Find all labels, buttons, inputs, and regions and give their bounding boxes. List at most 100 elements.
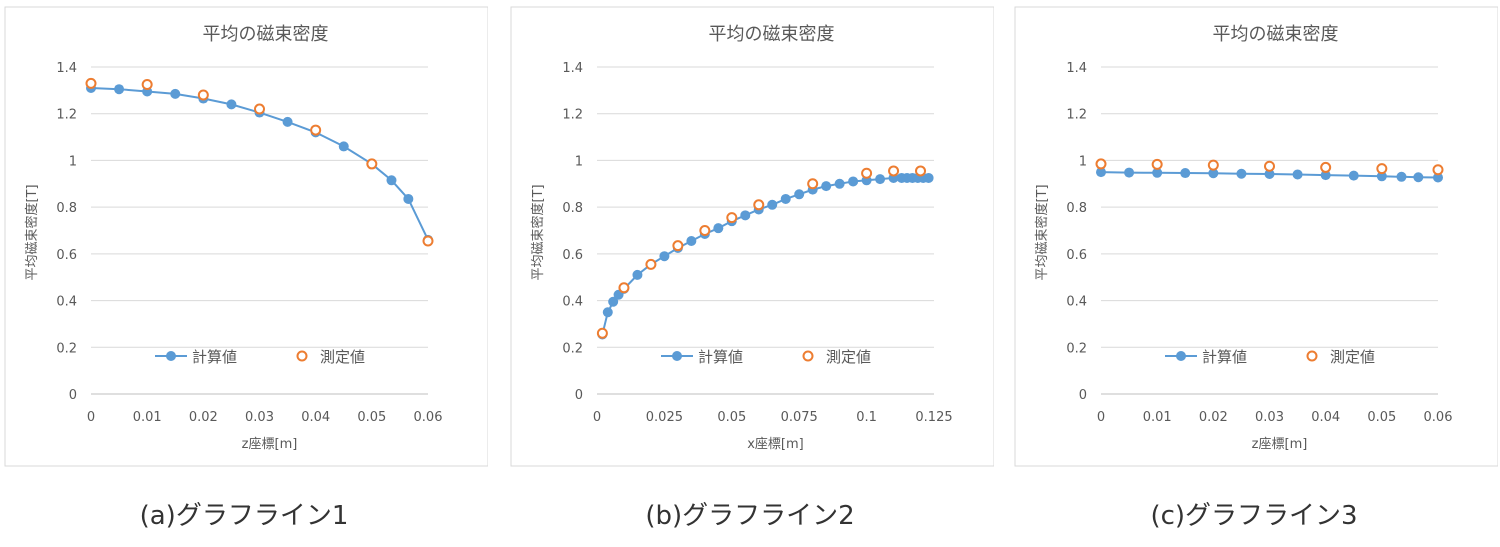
- chart-frame: [1014, 6, 1498, 467]
- data-point-calculated: [1320, 170, 1331, 181]
- data-point-measured: [915, 165, 927, 177]
- data-point-measured: [726, 212, 738, 224]
- data-point-measured: [1264, 160, 1275, 172]
- data-point-calculated: [713, 223, 724, 234]
- data-point-measured: [807, 178, 819, 190]
- x-tick-label: 0.03: [245, 410, 274, 425]
- x-axis-title: x座標[m]: [747, 437, 804, 452]
- x-tick-label: 0.05: [1367, 410, 1396, 425]
- chart-panel-a: 平均の磁束密度 0 0.2 0.4 0.6 0.8 1 1.2 1.4 0 0.01 0.02 0.03…: [0, 0, 488, 547]
- legend-label-measured: 測定値: [1330, 348, 1375, 366]
- y-tick-label: 0.8: [56, 201, 77, 216]
- data-point-measured: [753, 199, 765, 211]
- chart-a-svg: 平均の磁束密度 0 0.2 0.4 0.6 0.8 1 1.2 1.4 0 0.01 0.02 0.03…: [4, 6, 488, 467]
- y-tick-label: 0.6: [562, 248, 583, 263]
- data-point-calculated: [1413, 172, 1424, 183]
- y-tick-label: 0.8: [1066, 201, 1087, 216]
- data-point-measured: [254, 103, 265, 115]
- data-point-measured: [1432, 164, 1444, 176]
- x-tick-label: 0.075: [781, 410, 818, 425]
- x-tick-label: 0.02: [1199, 410, 1228, 425]
- legend-label-measured: 測定値: [320, 348, 365, 366]
- legend-marker-measured: [296, 350, 308, 362]
- data-point-calculated: [1292, 169, 1303, 180]
- x-tick-label: 0.125: [915, 410, 952, 425]
- data-point-calculated: [338, 141, 349, 152]
- chart-frame: [510, 6, 994, 467]
- x-tick-label: 0: [1097, 410, 1105, 425]
- x-tick-label: 0: [593, 410, 601, 425]
- x-tick-label: 0.05: [717, 410, 746, 425]
- data-point-measured: [888, 165, 900, 177]
- data-point-measured: [1095, 158, 1107, 170]
- y-tick-label: 1: [575, 154, 583, 169]
- data-point-measured: [422, 235, 434, 247]
- y-tick-label: 1.2: [562, 108, 583, 123]
- x-tick-label: 0.01: [133, 410, 162, 425]
- y-tick-label: 0.2: [56, 341, 77, 356]
- data-point-calculated: [1208, 168, 1219, 179]
- data-point-measured: [1151, 158, 1163, 170]
- y-tick-label: 1.4: [1066, 61, 1087, 76]
- data-point-calculated: [170, 88, 181, 99]
- data-point-measured: [1320, 161, 1332, 173]
- data-point-measured: [1376, 163, 1388, 175]
- data-point-calculated: [632, 269, 643, 280]
- data-point-measured: [197, 89, 209, 101]
- y-tick-label: 1.2: [1066, 108, 1087, 123]
- y-tick-label: 0.6: [56, 248, 77, 263]
- caption-b: (b)グラフライン2: [645, 501, 855, 531]
- y-axis-title: 平均磁束密度[T]: [24, 184, 40, 280]
- legend-marker-calculated: [166, 351, 176, 361]
- legend-label-calculated: 計算値: [1202, 348, 1247, 366]
- data-point-calculated: [1396, 171, 1407, 182]
- legend-marker-measured: [1306, 350, 1318, 362]
- data-point-measured: [699, 225, 711, 236]
- chart-title: 平均の磁束密度: [709, 24, 835, 45]
- data-point-calculated: [686, 236, 697, 247]
- data-point-measured: [141, 79, 153, 91]
- data-point-calculated: [386, 175, 397, 186]
- y-tick-label: 1: [69, 154, 77, 169]
- data-point-measured: [672, 240, 684, 252]
- data-point-calculated: [602, 307, 613, 318]
- x-tick-label: 0.04: [301, 410, 330, 425]
- data-point-calculated: [1376, 171, 1387, 182]
- data-point-calculated: [608, 296, 619, 307]
- data-point-calculated: [875, 174, 886, 185]
- caption-a: (a)グラフライン1: [139, 501, 349, 531]
- data-point-calculated: [1236, 168, 1247, 179]
- y-tick-label: 0.8: [562, 201, 583, 216]
- chart-c-svg: 平均の磁束密度 0 0.2 0.4 0.6 0.8 1 1.2 1.4 0 0.01 0.02 0.03…: [1014, 6, 1498, 467]
- data-point-measured: [596, 327, 608, 339]
- data-point-calculated: [403, 193, 414, 204]
- legend-label-calculated: 計算値: [192, 348, 237, 366]
- y-tick-label: 0.2: [1066, 341, 1087, 356]
- x-axis-title: z座標[m]: [1252, 437, 1308, 452]
- data-point-calculated: [1152, 167, 1163, 178]
- y-tick-label: 0: [575, 388, 583, 403]
- chart-title: 平均の磁束密度: [203, 24, 329, 45]
- data-point-calculated: [821, 181, 832, 192]
- y-tick-label: 0: [1079, 388, 1087, 403]
- data-point-calculated: [1124, 167, 1135, 178]
- x-tick-label: 0.1: [856, 410, 877, 425]
- y-tick-label: 1.4: [56, 61, 77, 76]
- data-point-calculated: [1433, 172, 1443, 183]
- x-tick-label: 0.03: [1255, 410, 1284, 425]
- data-point-calculated: [114, 84, 125, 95]
- data-point-measured: [85, 77, 97, 89]
- data-point-calculated: [780, 193, 791, 204]
- legend-label-measured: 測定値: [826, 348, 871, 366]
- x-tick-label: 0.04: [1311, 410, 1340, 425]
- data-point-calculated: [1348, 170, 1359, 181]
- data-point-measured: [618, 282, 630, 294]
- chart-panel-c: 平均の磁束密度 0 0.2 0.4 0.6 0.8 1 1.2 1.4 0 0.01 0.02 0.03…: [1010, 0, 1498, 547]
- x-tick-label: 0.02: [189, 410, 218, 425]
- data-point-calculated: [767, 199, 778, 210]
- data-point-calculated: [740, 210, 751, 221]
- x-tick-label: 0.025: [646, 410, 683, 425]
- legend-marker-calculated: [1176, 351, 1186, 361]
- chart-b-svg: 平均の磁束密度 0 0.2 0.4 0.6 0.8 1 1.2 1.4 0 0.025 0.05 0.0…: [510, 6, 994, 467]
- y-tick-label: 0: [69, 388, 77, 403]
